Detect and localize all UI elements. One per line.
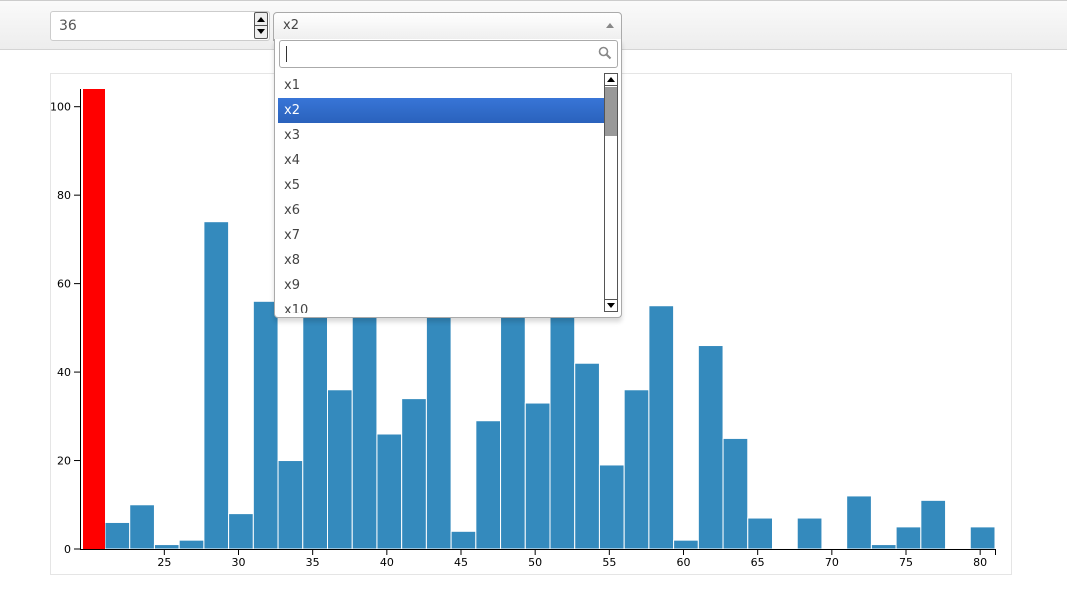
bar: [673, 539, 699, 550]
option[interactable]: x4: [284, 153, 300, 168]
x-tick-label: 75: [899, 556, 913, 569]
bar: [401, 398, 427, 550]
missing-bar: [83, 89, 105, 549]
bar: [228, 513, 254, 550]
bar: [425, 274, 452, 550]
bar: [104, 521, 131, 550]
bins-input[interactable]: 36: [50, 11, 270, 41]
option[interactable]: x7: [284, 228, 300, 243]
bar: [475, 420, 502, 550]
bar: [129, 504, 155, 550]
bar: [623, 389, 650, 550]
y-tick-label: 60: [57, 278, 71, 291]
x-tick-label: 70: [825, 556, 839, 569]
x-tick-label: 25: [157, 556, 171, 569]
x-tick-label: 30: [232, 556, 246, 569]
bar: [450, 530, 477, 550]
bar: [376, 433, 403, 550]
y-tick-label: 0: [64, 543, 71, 556]
bar: [302, 291, 328, 550]
x-tick-label: 50: [528, 556, 542, 569]
x-tick-label: 45: [454, 556, 468, 569]
bar: [327, 389, 353, 550]
bar: [747, 517, 773, 550]
scrollbar-parts: [605, 77, 617, 308]
option[interactable]: x2: [278, 98, 605, 123]
bar: [598, 464, 625, 550]
bar: [524, 402, 551, 550]
bar: [697, 345, 724, 550]
bar: [351, 305, 378, 550]
x-tick-label: 80: [973, 556, 987, 569]
y-tick-label: 80: [57, 189, 71, 202]
option[interactable]: x5: [284, 178, 300, 193]
scrollbar[interactable]: [604, 73, 618, 312]
bar: [153, 544, 180, 550]
bar: [969, 526, 996, 550]
bar: [549, 287, 576, 550]
x-tick-label: 65: [751, 556, 765, 569]
option[interactable]: x10: [284, 303, 309, 313]
bar: [277, 460, 304, 550]
y-tick-label: 100: [50, 101, 71, 114]
select[interactable]: x2: [273, 12, 622, 41]
bar: [796, 517, 823, 550]
bar: [895, 526, 922, 550]
search-box[interactable]: [279, 40, 618, 68]
option[interactable]: x6: [284, 203, 300, 218]
y-tick-label: 20: [57, 455, 71, 468]
option[interactable]: x1: [284, 78, 300, 93]
x-tick-label: 55: [602, 556, 616, 569]
caret: [286, 46, 287, 62]
x-tick-label: 60: [677, 556, 691, 569]
dropdown: x1 x2 x3 x4 x5 x6 x7 x8 x9 x10: [274, 39, 622, 318]
option[interactable]: x3: [284, 128, 300, 143]
bar: [870, 544, 897, 550]
bar: [252, 300, 279, 550]
x-tick-label: 35: [306, 556, 320, 569]
bar: [846, 495, 872, 550]
bar: [920, 499, 947, 550]
bar: [500, 296, 526, 550]
bar: [574, 362, 600, 550]
select-value: x2: [283, 18, 299, 33]
select-arrow: [606, 23, 614, 28]
search-icon: [598, 46, 612, 60]
bar: [722, 437, 749, 550]
x-tick-label: 40: [380, 556, 394, 569]
spinner-arrows: [255, 17, 267, 34]
y-tick-label: 40: [57, 366, 71, 379]
bar: [203, 221, 230, 550]
spinner[interactable]: [254, 12, 268, 39]
bar: [648, 305, 675, 550]
option[interactable]: x9: [284, 278, 300, 293]
bar: [178, 539, 205, 550]
option-list: x1 x2 x3 x4 x5 x6 x7 x8 x9 x10: [278, 73, 605, 313]
option[interactable]: x8: [284, 253, 300, 268]
